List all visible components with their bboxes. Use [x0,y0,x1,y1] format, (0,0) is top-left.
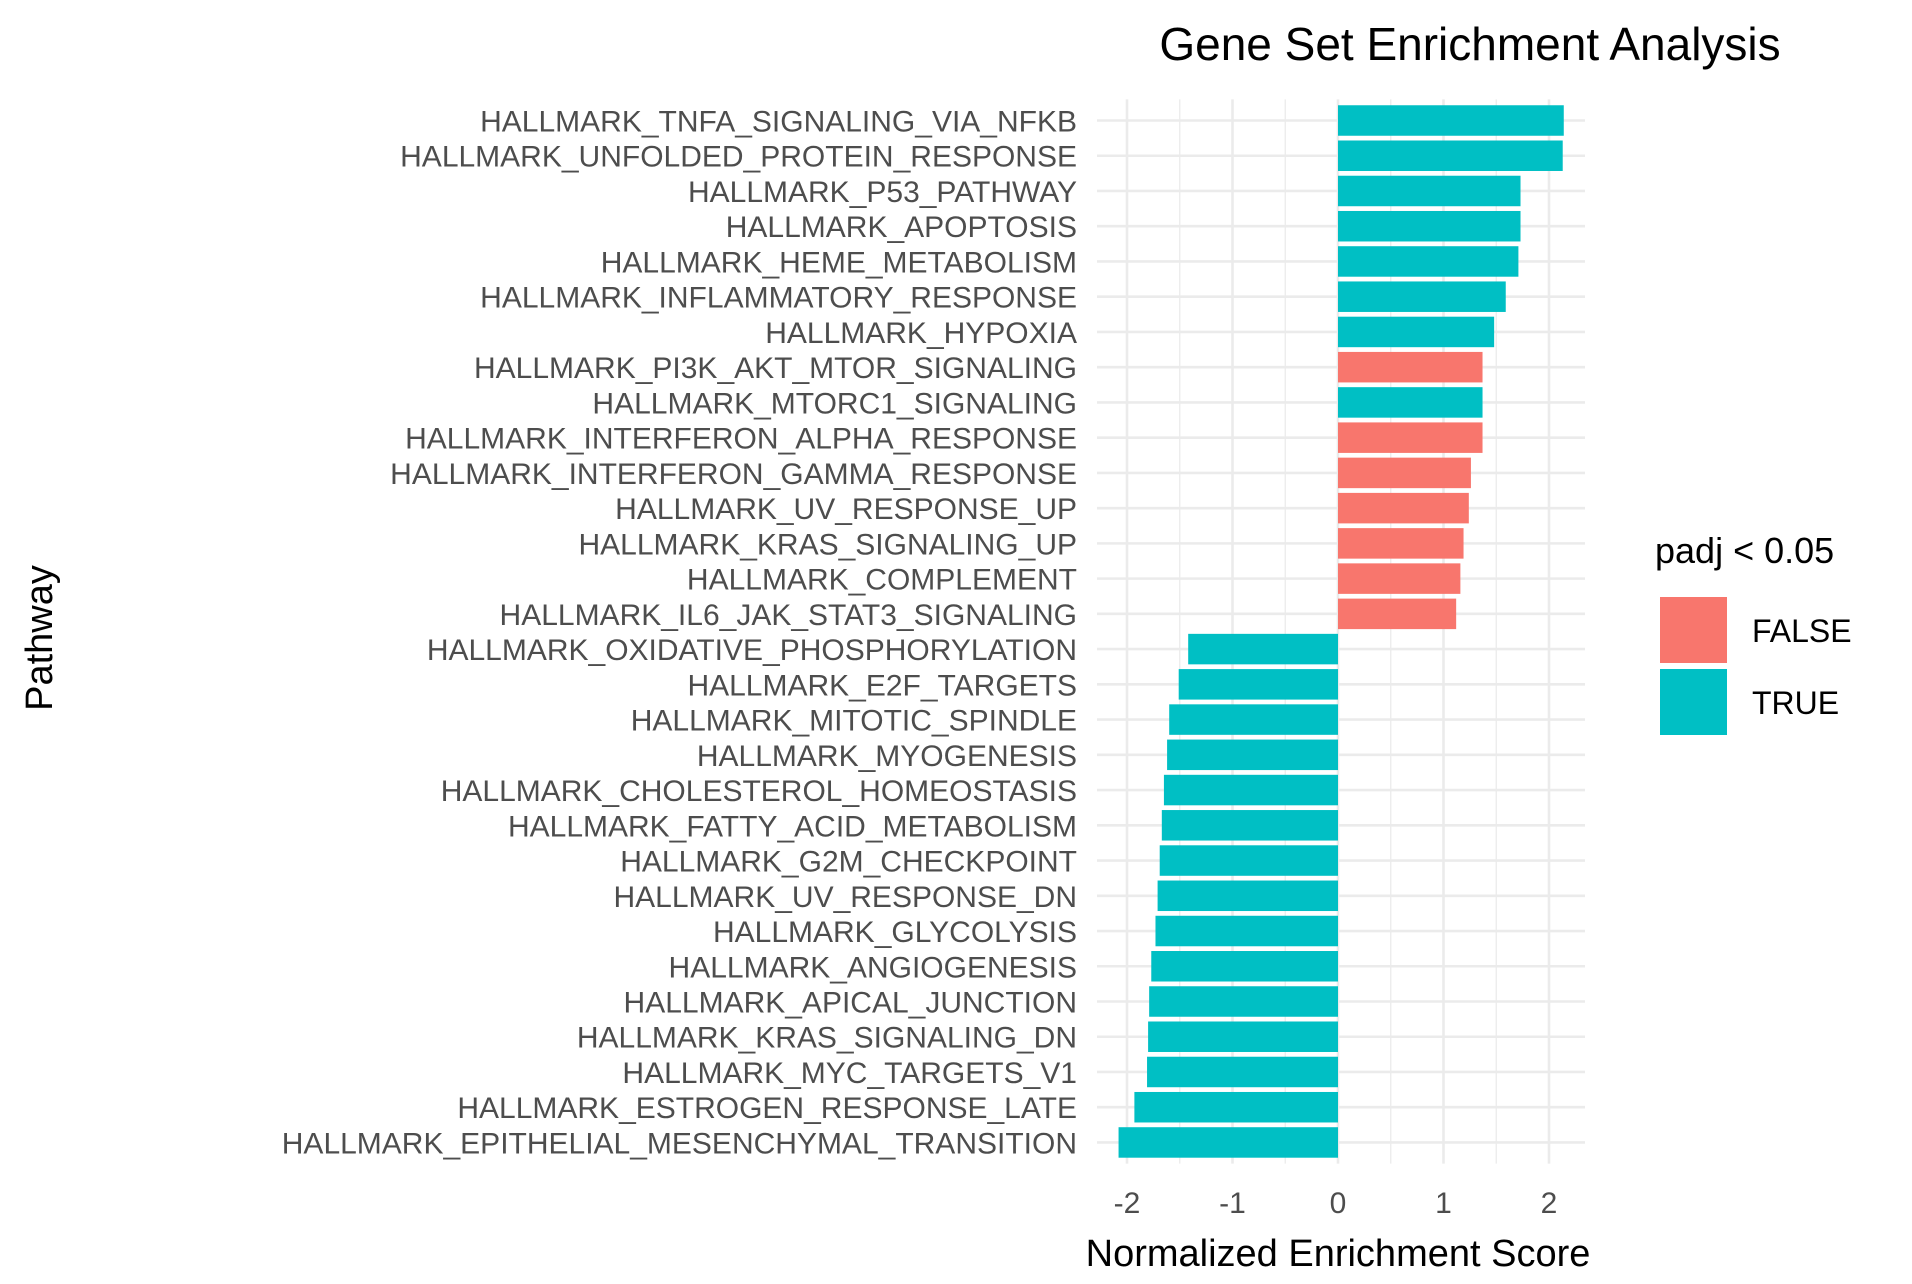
pathway-label: HALLMARK_MYC_TARGETS_V1 [622,1057,1077,1090]
pathway-label: HALLMARK_P53_PATHWAY [688,176,1077,209]
chart-title: Gene Set Enrichment Analysis [1159,18,1780,70]
pathway-label: HALLMARK_MYOGENESIS [697,740,1077,773]
pathway-label: HALLMARK_PI3K_AKT_MTOR_SIGNALING [474,352,1077,385]
pathway-label: HALLMARK_E2F_TARGETS [687,669,1077,702]
bar [1151,951,1338,982]
pathway-label: HALLMARK_FATTY_ACID_METABOLISM [508,810,1077,843]
pathway-labels: HALLMARK_TNFA_SIGNALING_VIA_NFKBHALLMARK… [282,106,1077,1161]
legend-key [1660,669,1727,735]
pathway-label: HALLMARK_TNFA_SIGNALING_VIA_NFKB [480,106,1077,139]
pathway-label: HALLMARK_COMPLEMENT [687,564,1077,597]
bar [1338,316,1495,348]
bar [1167,739,1338,771]
bar [1159,845,1338,876]
y-axis-title: Pathway [19,565,61,711]
bar [1188,633,1338,665]
legend: padj < 0.05 FALSE TRUE [1655,530,1852,735]
x-tick-label: 2 [1541,1187,1558,1220]
x-tick-label: -1 [1219,1187,1246,1220]
bar [1147,1056,1338,1088]
bar [1338,422,1483,453]
pathway-label: HALLMARK_UV_RESPONSE_DN [614,881,1078,914]
bar [1338,105,1564,136]
bar [1338,598,1457,630]
bar [1338,457,1471,489]
pathway-label: HALLMARK_OXIDATIVE_PHOSPHORYLATION [427,634,1077,667]
pathway-label: HALLMARK_ANGIOGENESIS [669,951,1077,984]
bar [1169,704,1338,735]
x-tick-label: -2 [1114,1187,1141,1220]
bar [1338,528,1464,559]
pathway-label: HALLMARK_CHOLESTEROL_HOMEOSTASIS [441,775,1077,808]
pathway-label: HALLMARK_INTERFERON_ALPHA_RESPONSE [405,423,1077,456]
bar [1338,492,1469,524]
pathway-label: HALLMARK_MTORC1_SIGNALING [592,387,1077,420]
bar [1338,210,1521,242]
bar [1149,986,1338,1017]
legend-label: FALSE [1752,613,1852,649]
bar [1178,669,1338,700]
x-axis-title: Normalized Enrichment Score [1086,1233,1591,1275]
bar [1161,810,1338,841]
pathway-label: HALLMARK_APOPTOSIS [726,211,1077,244]
pathway-label: HALLMARK_EPITHELIAL_MESENCHYMAL_TRANSITI… [282,1127,1077,1160]
x-tick-label: 0 [1330,1187,1347,1220]
pathway-label: HALLMARK_APICAL_JUNCTION [624,987,1077,1020]
pathway-label: HALLMARK_GLYCOLYSIS [713,916,1077,949]
bar [1338,175,1521,207]
pathway-label: HALLMARK_HEME_METABOLISM [601,246,1077,279]
bar [1338,281,1506,312]
bar [1163,774,1338,806]
pathway-label: HALLMARK_HYPOXIA [765,317,1077,350]
pathway-label: HALLMARK_INTERFERON_GAMMA_RESPONSE [390,458,1077,491]
bar [1338,246,1519,277]
bar [1148,1021,1338,1052]
pathway-label: HALLMARK_UNFOLDED_PROTEIN_RESPONSE [400,141,1077,174]
bar [1338,140,1563,171]
bar [1338,351,1483,383]
bar [1338,387,1483,418]
bar [1118,1127,1338,1158]
pathway-label: HALLMARK_IL6_JAK_STAT3_SIGNALING [500,599,1077,632]
pathway-label: HALLMARK_KRAS_SIGNALING_DN [577,1022,1077,1055]
bar [1134,1091,1338,1123]
bar [1338,563,1461,594]
pathway-label: HALLMARK_ESTROGEN_RESPONSE_LATE [457,1092,1077,1125]
pathway-label: HALLMARK_INFLAMMATORY_RESPONSE [480,282,1077,315]
pathway-label: HALLMARK_MITOTIC_SPINDLE [631,705,1077,738]
bars [1118,105,1564,1158]
x-tick-label: 1 [1435,1187,1452,1220]
pathway-label: HALLMARK_KRAS_SIGNALING_UP [578,528,1077,561]
pathway-label: HALLMARK_UV_RESPONSE_UP [615,493,1077,526]
bar [1157,880,1338,912]
legend-title: padj < 0.05 [1655,530,1834,571]
bar [1155,915,1338,947]
x-tick-labels: -2 -1 0 1 2 [1114,1187,1558,1220]
pathway-label: HALLMARK_G2M_CHECKPOINT [620,846,1077,879]
legend-label: TRUE [1752,685,1839,721]
legend-key [1660,597,1727,663]
